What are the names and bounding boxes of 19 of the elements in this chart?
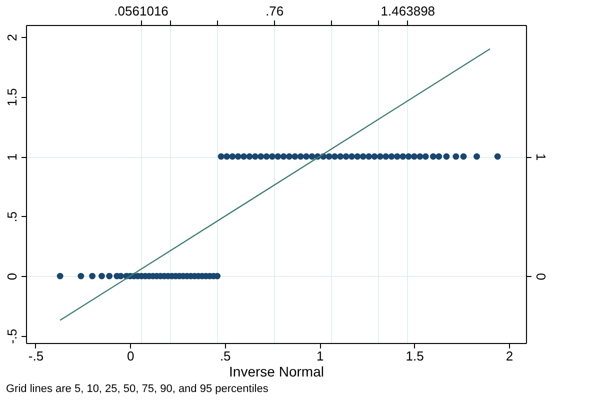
x-tick-label: 0: [127, 348, 134, 364]
x-tick-label: .5: [220, 348, 231, 364]
x-tick-label: 1.5: [406, 348, 424, 364]
y-tick-label: 0: [4, 272, 20, 280]
x-tick-label: 1: [316, 348, 324, 364]
x2-tick-label: .76: [266, 4, 284, 18]
x-tick-label: 2: [506, 348, 514, 364]
y2-tick-label: 1: [534, 153, 548, 161]
y-tick-label: .5: [4, 211, 20, 222]
x-tick-label: -.5: [28, 348, 44, 364]
text: Grid lines are 5, 10, 25, 50, 75, 90, and 95 percentiles: [6, 383, 269, 395]
y-tick-label: 2: [4, 34, 20, 42]
y-tick-label: 1.5: [4, 88, 20, 106]
x2-tick-label: 1.463898: [380, 4, 436, 18]
y2-tick-label: 0: [534, 272, 548, 280]
x-axis-title: Inverse Normal: [229, 364, 324, 380]
y-tick-label: -.5: [4, 328, 20, 344]
y-tick-label: 1: [4, 153, 20, 161]
x2-tick-label: .0561016: [114, 4, 168, 18]
